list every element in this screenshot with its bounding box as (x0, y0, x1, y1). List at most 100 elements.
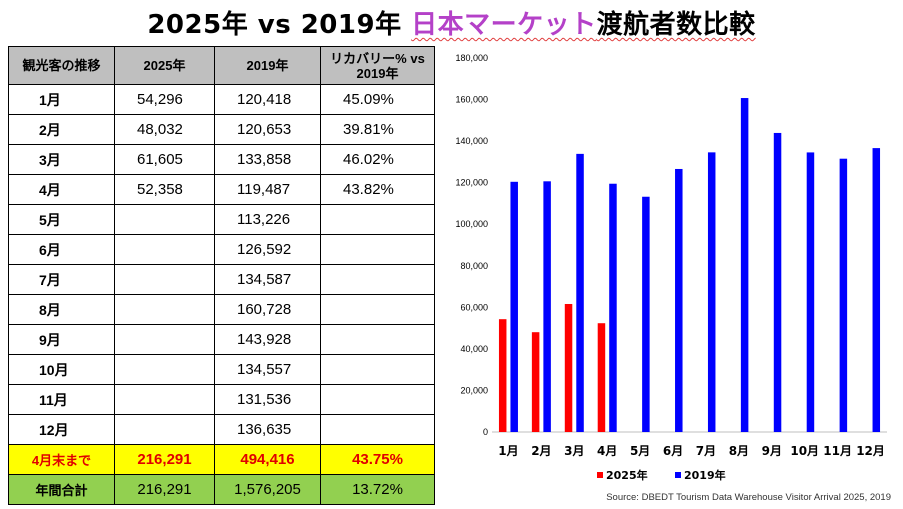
value-2025-cell (114, 354, 215, 385)
bar-2019 (543, 181, 551, 432)
recovery-cell (320, 234, 435, 265)
table-row: 6月 126,592 (8, 234, 435, 265)
x-tick-label: 2月 (531, 444, 551, 458)
y-tick-label: 20,000 (460, 385, 488, 395)
value-2025-cell (114, 384, 215, 415)
bar-2019 (675, 168, 683, 432)
ytd-total-row: 4月末まで 216,291 494,416 43.75% (8, 444, 435, 475)
month-cell: 7月 (8, 264, 115, 295)
value-2025-cell: 216,291 (114, 444, 215, 475)
recovery-cell (320, 354, 435, 385)
value-2025-cell (114, 204, 215, 235)
y-tick-label: 180,000 (455, 53, 488, 63)
month-cell: 3月 (8, 144, 115, 175)
value-2019-cell: 494,416 (214, 444, 321, 475)
value-2019-cell: 143,928 (214, 324, 321, 355)
month-cell: 6月 (8, 234, 115, 265)
recovery-cell (320, 324, 435, 355)
x-tick-label: 11月 (823, 444, 852, 458)
table-row: 4月 52,358 119,487 43.82% (8, 174, 435, 205)
x-tick-label: 6月 (663, 444, 683, 458)
value-2019-cell: 120,418 (214, 84, 321, 115)
month-cell: 11月 (8, 384, 115, 415)
y-tick-label: 140,000 (455, 136, 488, 146)
bar-2019 (872, 148, 881, 432)
value-2025-cell: 54,296 (114, 84, 215, 115)
recovery-cell: 43.82% (320, 174, 435, 205)
x-tick-label: 8月 (729, 444, 749, 458)
y-tick-label: 160,000 (455, 95, 488, 105)
header-cell: 観光客の推移 (8, 46, 115, 85)
value-2019-cell: 134,557 (214, 354, 321, 385)
recovery-cell (320, 414, 435, 445)
table-row: 12月 136,635 (8, 414, 435, 445)
table-row: 10月 134,557 (8, 354, 435, 385)
x-tick-label: 9月 (762, 444, 782, 458)
month-cell: 12月 (8, 414, 115, 445)
value-2025-cell (114, 414, 215, 445)
y-tick-label: 80,000 (460, 261, 488, 271)
value-2025-cell: 52,358 (114, 174, 215, 205)
y-tick-label: 100,000 (455, 219, 488, 229)
bar-2025 (498, 319, 507, 432)
value-2019-cell: 119,487 (214, 174, 321, 205)
value-2019-cell: 113,226 (214, 204, 321, 235)
x-tick-label: 1月 (498, 444, 518, 458)
value-2019-cell: 120,653 (214, 114, 321, 145)
value-2025-cell (114, 324, 215, 355)
value-2019-cell: 126,592 (214, 234, 321, 265)
x-tick-label: 4月 (597, 444, 617, 458)
value-2019-cell: 133,858 (214, 144, 321, 175)
bar-chart: 0 20,000 40,000 60,000 80,000 100,000 120,000 1… (455, 53, 887, 482)
y-tick-label: 0 (483, 427, 488, 437)
bar-2019 (609, 183, 617, 432)
bar-2019 (642, 196, 650, 432)
value-2025-cell: 61,605 (114, 144, 215, 175)
value-2025-cell (114, 294, 215, 325)
table-header-row: 観光客の推移 2025年 2019年 リカバリー% vs 2019年 (8, 46, 435, 85)
x-tick-label: 10月 (790, 444, 819, 458)
table-row: 8月 160,728 (8, 294, 435, 325)
header-cell: 2019年 (214, 46, 321, 85)
title-market: 日本マーケット (411, 10, 597, 40)
x-tick-label: 12月 (856, 444, 885, 458)
value-2019-cell: 160,728 (214, 294, 321, 325)
value-2025-cell: 48,032 (114, 114, 215, 145)
table-row: 7月 134,587 (8, 264, 435, 295)
annual-total-row: 年間合計 216,291 1,576,205 13.72% (8, 474, 435, 505)
x-tick-label: 3月 (564, 444, 584, 458)
title-part1: 2025年 vs 2019年 (147, 10, 412, 40)
header-cell: リカバリー% vs 2019年 (320, 46, 435, 85)
table-row: 3月 61,605 133,858 46.02% (8, 144, 435, 175)
recovery-cell (320, 384, 435, 415)
legend-swatch (597, 472, 603, 478)
bar-2019 (510, 181, 518, 432)
x-tick-label: 5月 (630, 444, 650, 458)
month-cell: 4月末まで (8, 444, 115, 475)
table-row: 11月 131,536 (8, 384, 435, 415)
month-cell: 年間合計 (8, 474, 115, 505)
value-2025-cell: 216,291 (114, 474, 215, 505)
bar-2019 (707, 152, 716, 432)
visitor-table: 観光客の推移 2025年 2019年 リカバリー% vs 2019年 1月 54,… (8, 46, 435, 505)
legend-swatch (675, 472, 681, 478)
table-row: 9月 143,928 (8, 324, 435, 355)
y-tick-label: 120,000 (455, 178, 488, 188)
recovery-cell: 39.81% (320, 114, 435, 145)
value-2019-cell: 136,635 (214, 414, 321, 445)
y-tick-label: 40,000 (460, 344, 488, 354)
recovery-cell (320, 204, 435, 235)
title-part3: 渡航者数比較 (596, 10, 756, 40)
legend-label: 2025年 (606, 468, 648, 482)
legend-label: 2019年 (684, 468, 726, 482)
recovery-cell: 45.09% (320, 84, 435, 115)
table-row: 1月 54,296 120,418 45.09% (8, 84, 435, 115)
bar-2019 (740, 98, 749, 432)
source-note: Source: DBEDT Tourism Data Warehouse Vis… (606, 492, 891, 503)
table-row: 5月 113,226 (8, 204, 435, 235)
bar-2025 (597, 323, 606, 432)
bar-2019 (806, 152, 815, 432)
y-tick-label: 60,000 (460, 302, 488, 312)
bar-2019 (773, 132, 782, 433)
bar-2025 (564, 303, 573, 432)
